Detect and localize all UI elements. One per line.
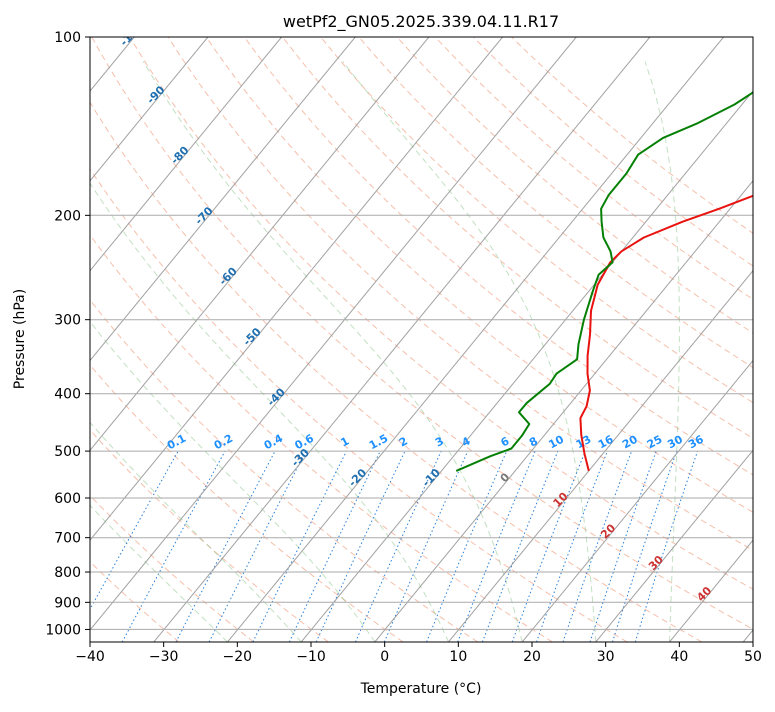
x-tick-label: 20 <box>523 649 541 665</box>
isotherm-label: 40 <box>694 584 714 604</box>
dry-adiabat-line <box>0 37 254 642</box>
mixing-ratio-label: 6 <box>499 434 512 449</box>
mixing-ratio-line <box>635 451 697 642</box>
dry-adiabat-line <box>168 37 775 642</box>
isotherm-label: -90 <box>144 83 167 106</box>
dry-adiabat-line <box>0 37 478 642</box>
mixing-ratio-label: 20 <box>620 433 640 452</box>
mixing-ratio-line <box>176 451 275 642</box>
dry-adiabat-line <box>0 37 553 642</box>
x-tick-label: 30 <box>597 649 615 665</box>
y-tick-label: 700 <box>54 531 81 547</box>
isotherm-label: -20 <box>346 466 369 489</box>
isotherm-line <box>154 37 650 642</box>
x-tick-label: 10 <box>449 649 467 665</box>
isotherm-line <box>0 37 61 642</box>
mixing-ratio-line <box>289 451 380 642</box>
isotherm-label: -50 <box>241 325 264 348</box>
moist-adiabat-line <box>23 62 448 643</box>
y-tick-label: 500 <box>54 444 81 460</box>
y-tick-label: 600 <box>54 491 81 507</box>
mixing-ratio-label: 30 <box>665 433 685 452</box>
isotherm-label: -40 <box>265 385 288 408</box>
mixing-ratio-label: 0.1 <box>165 432 188 453</box>
mixing-ratio-line <box>72 451 178 642</box>
x-tick-label: 40 <box>670 649 688 665</box>
isotherm-label: 0 <box>498 470 513 485</box>
y-tick-label: 300 <box>54 313 81 329</box>
dry-adiabat-line <box>512 37 775 642</box>
dry-adiabat-line <box>0 37 403 642</box>
x-axis-label: Temperature (°C) <box>360 681 482 697</box>
dry-adiabat-line <box>283 37 775 642</box>
y-axis-label: Pressure (hPa) <box>12 289 28 389</box>
mixing-ratio-label: 4 <box>460 434 473 449</box>
isotherm-line <box>0 37 208 642</box>
y-tick-label: 800 <box>54 565 81 581</box>
mixing-ratio-label: 25 <box>645 433 665 452</box>
x-tick-label: −30 <box>149 649 179 665</box>
y-tick-label: 100 <box>54 30 81 46</box>
isotherm-label: 30 <box>646 553 666 573</box>
isotherm-line <box>228 37 724 642</box>
dry-adiabat-line <box>206 37 775 642</box>
mixing-ratio-line <box>458 451 536 642</box>
isotherm-label: -30 <box>289 446 312 469</box>
y-tick-label: 900 <box>54 595 81 611</box>
isotherm-line <box>0 37 282 642</box>
mixing-ratio-label: 0.2 <box>212 432 235 453</box>
mixing-ratio-label: 3 <box>433 434 446 449</box>
isotherm-label: 20 <box>598 521 618 541</box>
isotherm-label: -80 <box>168 144 191 167</box>
mixing-ratio-label: 8 <box>527 434 540 449</box>
isotherm-label: -70 <box>192 204 215 227</box>
mixing-ratio-label: 10 <box>546 433 566 452</box>
dry-adiabat-line <box>359 37 775 642</box>
isotherm-line <box>301 37 775 642</box>
x-tick-label: 50 <box>744 649 762 665</box>
chart-title: wetPf2_GN05.2025.339.04.11.R17 <box>283 12 559 32</box>
mixing-ratio-line <box>253 451 347 642</box>
y-tick-label: 200 <box>54 208 81 224</box>
x-tick-label: −20 <box>223 649 253 665</box>
dry-adiabat-line <box>473 37 775 642</box>
isotherm-label: -100 <box>117 20 146 49</box>
mixing-ratio-label: 16 <box>596 433 616 452</box>
mixing-ratio-line <box>482 451 558 642</box>
x-tick-label: 0 <box>380 649 389 665</box>
dry-adiabat-line <box>130 37 775 642</box>
x-tick-label: −40 <box>75 649 105 665</box>
mixing-ratio-line <box>209 451 306 642</box>
isotherm-label: -10 <box>420 466 443 489</box>
mixing-ratio-label: 1 <box>338 434 351 449</box>
dewpoint-profile-line <box>456 37 775 471</box>
y-tick-label: 400 <box>54 387 81 403</box>
dry-adiabat-line <box>54 37 702 642</box>
isotherm-label: 10 <box>551 490 571 510</box>
y-tick-label: 1000 <box>45 622 81 638</box>
temperature-profile-line <box>580 37 775 471</box>
plot-frame <box>90 37 753 642</box>
mixing-ratio-label: 1.5 <box>367 432 390 453</box>
isotherm-line <box>743 37 775 642</box>
isotherm-line <box>449 37 775 642</box>
mixing-ratio-label: 0.4 <box>262 432 286 453</box>
mixing-ratio-label: 2 <box>397 434 410 449</box>
dry-adiabat-line <box>0 37 328 642</box>
x-tick-label: −10 <box>296 649 326 665</box>
isotherm-label: -60 <box>217 264 240 287</box>
isotherm-line <box>80 37 576 642</box>
dry-adiabat-line <box>397 37 775 642</box>
dry-adiabat-line <box>244 37 775 642</box>
mixing-ratio-label: 36 <box>686 433 706 452</box>
